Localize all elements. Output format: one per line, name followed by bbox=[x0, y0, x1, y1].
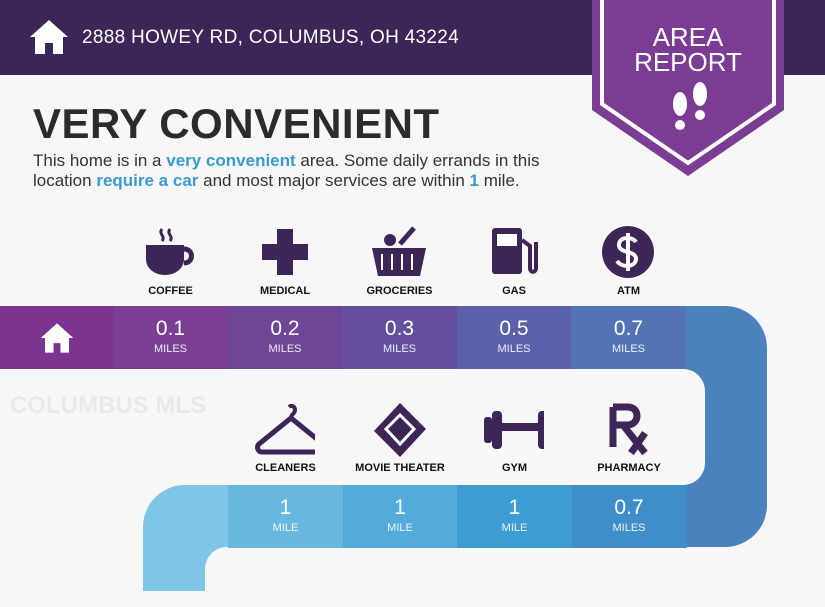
home-icon bbox=[30, 20, 68, 54]
distance-value: 0.2 bbox=[270, 317, 300, 340]
medical-cross-icon bbox=[255, 222, 315, 282]
home-icon bbox=[40, 322, 74, 353]
amenity-label: ATM bbox=[616, 285, 640, 297]
rating-title: VERY CONVENIENT bbox=[33, 100, 440, 147]
distance-value: 0.7 bbox=[614, 496, 644, 519]
track-gap bbox=[0, 369, 705, 485]
distance-unit: MILES bbox=[268, 343, 302, 355]
distance-segment: 0.3 MILES bbox=[342, 306, 457, 369]
watermark: COLUMBUS MLS bbox=[10, 392, 206, 419]
track-gap-bottom bbox=[205, 547, 805, 607]
distance-unit: MILE bbox=[501, 522, 528, 534]
distance-unit: MILES bbox=[153, 343, 187, 355]
distance-value: 0.3 bbox=[384, 317, 415, 340]
distance-unit: MILES bbox=[611, 343, 645, 355]
amenity-label: MOVIE THEATER bbox=[355, 462, 445, 474]
distance-segment: 1 MILE bbox=[342, 485, 458, 548]
property-address: 2888 HOWEY RD, COLUMBUS, OH 43224 bbox=[82, 27, 460, 48]
badge-line2: REPORT bbox=[634, 47, 742, 77]
distance-value: 0.1 bbox=[155, 317, 186, 340]
distance-value: 1 bbox=[394, 496, 406, 519]
amenity-label: CLEANERS bbox=[255, 462, 316, 474]
distance-segment: 0.5 MILES bbox=[456, 306, 572, 369]
amenity-label: MEDICAL bbox=[259, 285, 311, 297]
amenity-label: COFFEE bbox=[148, 285, 193, 297]
amenity-label: GYM bbox=[501, 462, 528, 474]
distance-segment: 0.1 MILES bbox=[113, 306, 228, 369]
coffee-icon bbox=[140, 222, 200, 282]
distance-value: 1 bbox=[508, 496, 521, 519]
distance-segment: 1 MILE bbox=[228, 485, 343, 548]
amenity-label: PHARMACY bbox=[597, 462, 661, 474]
distance-unit: MILE bbox=[387, 522, 413, 534]
distance-segment: 0.7 MILES bbox=[571, 485, 687, 548]
ticket-icon bbox=[370, 400, 430, 460]
distance-unit: MILES bbox=[382, 343, 416, 355]
distance-value: 0.5 bbox=[499, 317, 529, 340]
grocery-basket-icon bbox=[369, 222, 429, 282]
home-segment bbox=[0, 306, 114, 369]
hanger-icon bbox=[255, 400, 315, 460]
footprints-icon bbox=[673, 82, 707, 130]
amenity-label: GAS bbox=[502, 285, 526, 297]
area-report-badge bbox=[592, 0, 784, 176]
badge-line1: AREA bbox=[652, 22, 724, 52]
distance-value: 0.7 bbox=[613, 317, 644, 340]
distance-segment: 1 MILE bbox=[457, 485, 572, 548]
distance-unit: MILES bbox=[612, 522, 646, 534]
distance-segment: 0.7 MILES bbox=[571, 306, 686, 369]
distance-unit: MILES bbox=[497, 343, 531, 355]
rx-icon bbox=[599, 400, 659, 460]
description: This home is in a very convenient area. … bbox=[33, 151, 540, 190]
amenity-label: GROCERIES bbox=[366, 285, 433, 297]
distance-segment: 0.2 MILES bbox=[227, 306, 343, 369]
distance-value: 1 bbox=[279, 496, 292, 519]
gas-pump-icon bbox=[484, 222, 544, 282]
dollar-icon bbox=[598, 222, 658, 282]
distance-unit: MILE bbox=[272, 522, 299, 534]
dumbbell-icon bbox=[484, 400, 544, 460]
